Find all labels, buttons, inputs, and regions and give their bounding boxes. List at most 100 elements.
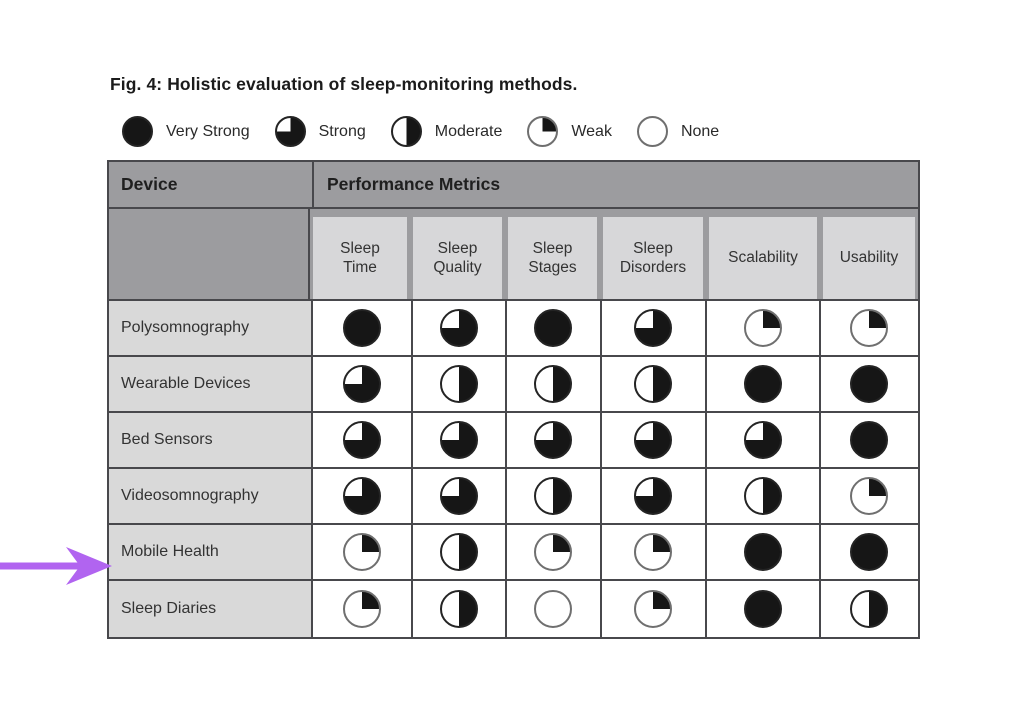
device-label: Sleep Diaries [109, 581, 314, 637]
rating-cell [601, 469, 708, 523]
harvey-ball-icon [534, 533, 573, 571]
metric-header-cell: Sleep Disorders [600, 209, 706, 299]
figure-title: Fig. 4: Holistic evaluation of sleep-mon… [110, 74, 578, 94]
metric-header-cell: Sleep Stages [505, 209, 600, 299]
harvey-ball-icon [634, 309, 673, 347]
legend-label: Strong [318, 122, 366, 140]
rating-cell [707, 357, 821, 411]
rating-cell [707, 581, 821, 637]
harvey-ball-icon [342, 421, 381, 459]
harvey-ball-icon [439, 421, 478, 459]
harvey-ball-icon [743, 309, 782, 347]
rating-cell [313, 357, 413, 411]
harvey-ball-icon [439, 477, 478, 515]
harvey-ball-icon [636, 116, 668, 147]
legend-label: Very Strong [166, 122, 250, 140]
evaluation-table: Device Performance Metrics Sleep Time Sle… [107, 160, 920, 639]
harvey-ball-icon [342, 477, 381, 515]
harvey-ball-icon [743, 477, 782, 515]
table-row: Bed Sensors [109, 413, 918, 469]
legend-label: Weak [571, 122, 612, 140]
rating-cell [507, 413, 602, 467]
legend-item: Very Strong [122, 116, 250, 147]
rating-cell [507, 525, 602, 579]
harvey-ball-icon [850, 309, 889, 347]
rating-cell [820, 301, 918, 355]
table-row: Wearable Devices [109, 357, 918, 413]
performance-metrics-header: Performance Metrics [327, 174, 501, 194]
metric-header-label: Sleep Disorders [619, 239, 687, 276]
table-row: Videosomnography [109, 469, 918, 525]
rating-cell [412, 301, 508, 355]
metric-header-label: Sleep Time [340, 239, 380, 276]
harvey-ball-icon [439, 533, 478, 571]
rating-cell [601, 581, 708, 637]
legend: Very Strong Strong Moderate Weak None [122, 116, 719, 147]
harvey-ball-icon [850, 533, 889, 571]
rating-cell [412, 357, 508, 411]
rating-cell [412, 525, 508, 579]
device-label: Wearable Devices [109, 357, 314, 411]
legend-label: Moderate [434, 122, 503, 140]
rating-cell [601, 301, 708, 355]
rating-cell [707, 469, 821, 523]
harvey-ball-icon [439, 365, 478, 403]
device-label: Polysomnography [109, 301, 314, 355]
harvey-ball-icon [342, 365, 381, 403]
rating-cell [507, 301, 602, 355]
harvey-ball-icon [527, 116, 559, 147]
rating-cell [313, 413, 413, 467]
harvey-ball-icon [342, 533, 381, 571]
harvey-ball-icon [439, 309, 478, 347]
rating-cell [601, 357, 708, 411]
rating-cell [507, 469, 602, 523]
table-header-row: Device Performance Metrics [109, 162, 918, 209]
rating-cell [507, 357, 602, 411]
device-header-spacer [109, 209, 310, 299]
harvey-ball-icon [274, 116, 306, 147]
rating-cell [820, 525, 918, 579]
metric-header-label: Usability [839, 249, 899, 267]
rating-cell [820, 469, 918, 523]
metric-header-row: Sleep Time Sleep Quality Sleep Stages Sleep… [109, 209, 918, 301]
rating-cell [707, 413, 821, 467]
device-label: Bed Sensors [109, 413, 314, 467]
legend-item: None [636, 116, 719, 147]
harvey-ball-icon [534, 477, 573, 515]
harvey-ball-icon [850, 421, 889, 459]
harvey-ball-icon [850, 477, 889, 515]
harvey-ball-icon [634, 421, 673, 459]
table-row: Mobile Health [109, 525, 918, 581]
rating-cell [820, 413, 918, 467]
rating-cell [313, 301, 413, 355]
harvey-ball-icon [634, 590, 673, 628]
rating-cell [313, 469, 413, 523]
metric-header-label: Sleep Quality [433, 239, 482, 276]
harvey-ball-icon [743, 590, 782, 628]
harvey-ball-icon [122, 116, 153, 147]
rating-cell [707, 525, 821, 579]
legend-item: Moderate [390, 116, 503, 147]
legend-item: Weak [527, 116, 612, 147]
harvey-ball-icon [342, 309, 381, 347]
legend-item: Strong [274, 116, 366, 147]
metric-header-cell: Scalability [706, 209, 820, 299]
metric-header-cell: Usability [820, 209, 918, 299]
rating-cell [412, 413, 508, 467]
harvey-ball-icon [634, 533, 673, 571]
table-row: Polysomnography [109, 301, 918, 357]
rating-cell [313, 581, 413, 637]
rating-cell [601, 413, 708, 467]
pointer-arrow-icon [0, 547, 112, 585]
harvey-ball-icon [534, 365, 573, 403]
metric-header-label: Sleep Stages [528, 239, 577, 276]
harvey-ball-icon [439, 590, 478, 628]
device-label: Mobile Health [109, 525, 314, 579]
rating-cell [820, 357, 918, 411]
harvey-ball-icon [534, 421, 573, 459]
rating-cell [412, 581, 508, 637]
rating-cell [313, 525, 413, 579]
rating-cell [412, 469, 508, 523]
device-column-header: Device [109, 162, 314, 207]
